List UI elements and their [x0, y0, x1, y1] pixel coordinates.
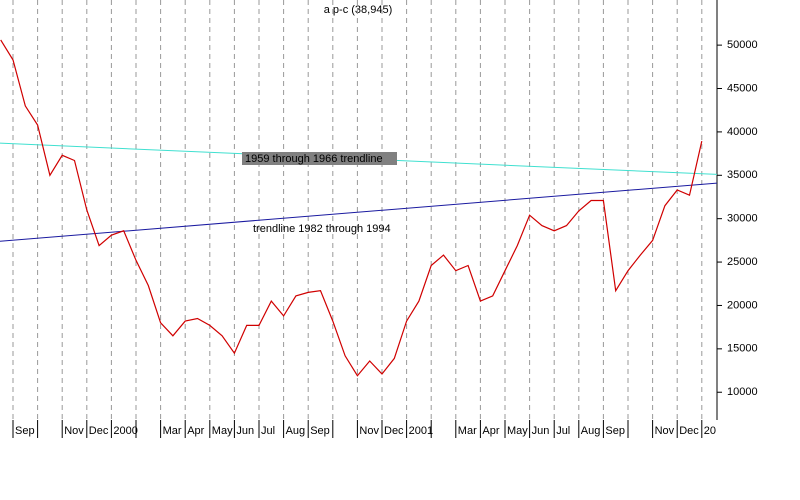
trendline-label: trendline 1982 through 1994	[253, 223, 391, 235]
x-tick-label: Nov	[64, 425, 84, 437]
trendline-label: 1959 through 1966 trendline	[245, 153, 383, 165]
x-tick-label: Nov	[359, 425, 379, 437]
x-tick-label: Sep	[310, 425, 330, 437]
price-line	[0, 39, 703, 377]
label-background	[242, 152, 397, 165]
x-tick-label: Dec	[384, 425, 404, 437]
x-tick-label: May	[212, 425, 233, 437]
x-tick-label: Dec	[89, 425, 109, 437]
x-tick-label: Sep	[15, 425, 35, 437]
x-tick-label: Jul	[261, 425, 275, 437]
y-tick-label: 45000	[727, 82, 758, 94]
plot-area: gSepNovDec2000MarAprMayJunJulAugSepNovDe…	[0, 0, 717, 438]
y-tick-label: 20000	[727, 299, 758, 311]
x-tick-label: May	[507, 425, 528, 437]
x-tick-label: Sep	[605, 425, 625, 437]
y-tick-label: 25000	[727, 256, 758, 268]
y-tick-label: 35000	[727, 169, 758, 181]
trendline	[0, 182, 717, 242]
y-tick-label: 40000	[727, 126, 758, 138]
x-tick-label: 2001	[409, 425, 433, 437]
x-tick-label: Jun	[236, 425, 254, 437]
y-tick-label: 15000	[727, 343, 758, 355]
x-tick-label: Aug	[581, 425, 601, 437]
x-tick-label: Apr	[482, 425, 499, 437]
x-tick-label: Nov	[655, 425, 675, 437]
x-tick-label: Jun	[532, 425, 550, 437]
y-tick-label: 50000	[727, 39, 758, 51]
x-tick-label: Aug	[286, 425, 306, 437]
y-tick-label: 30000	[727, 213, 758, 225]
x-tick-label: Dec	[679, 425, 699, 437]
y-tick-label: 10000	[727, 386, 758, 398]
x-tick-label: Mar	[458, 425, 477, 437]
x-tick-label: 2000	[113, 425, 137, 437]
chart-title: a p-c (38,945)	[324, 4, 392, 16]
x-tick-label: Jul	[556, 425, 570, 437]
x-tick-label: Apr	[187, 425, 204, 437]
x-tick-label: Mar	[163, 425, 182, 437]
x-tick-label: 20	[704, 425, 716, 437]
